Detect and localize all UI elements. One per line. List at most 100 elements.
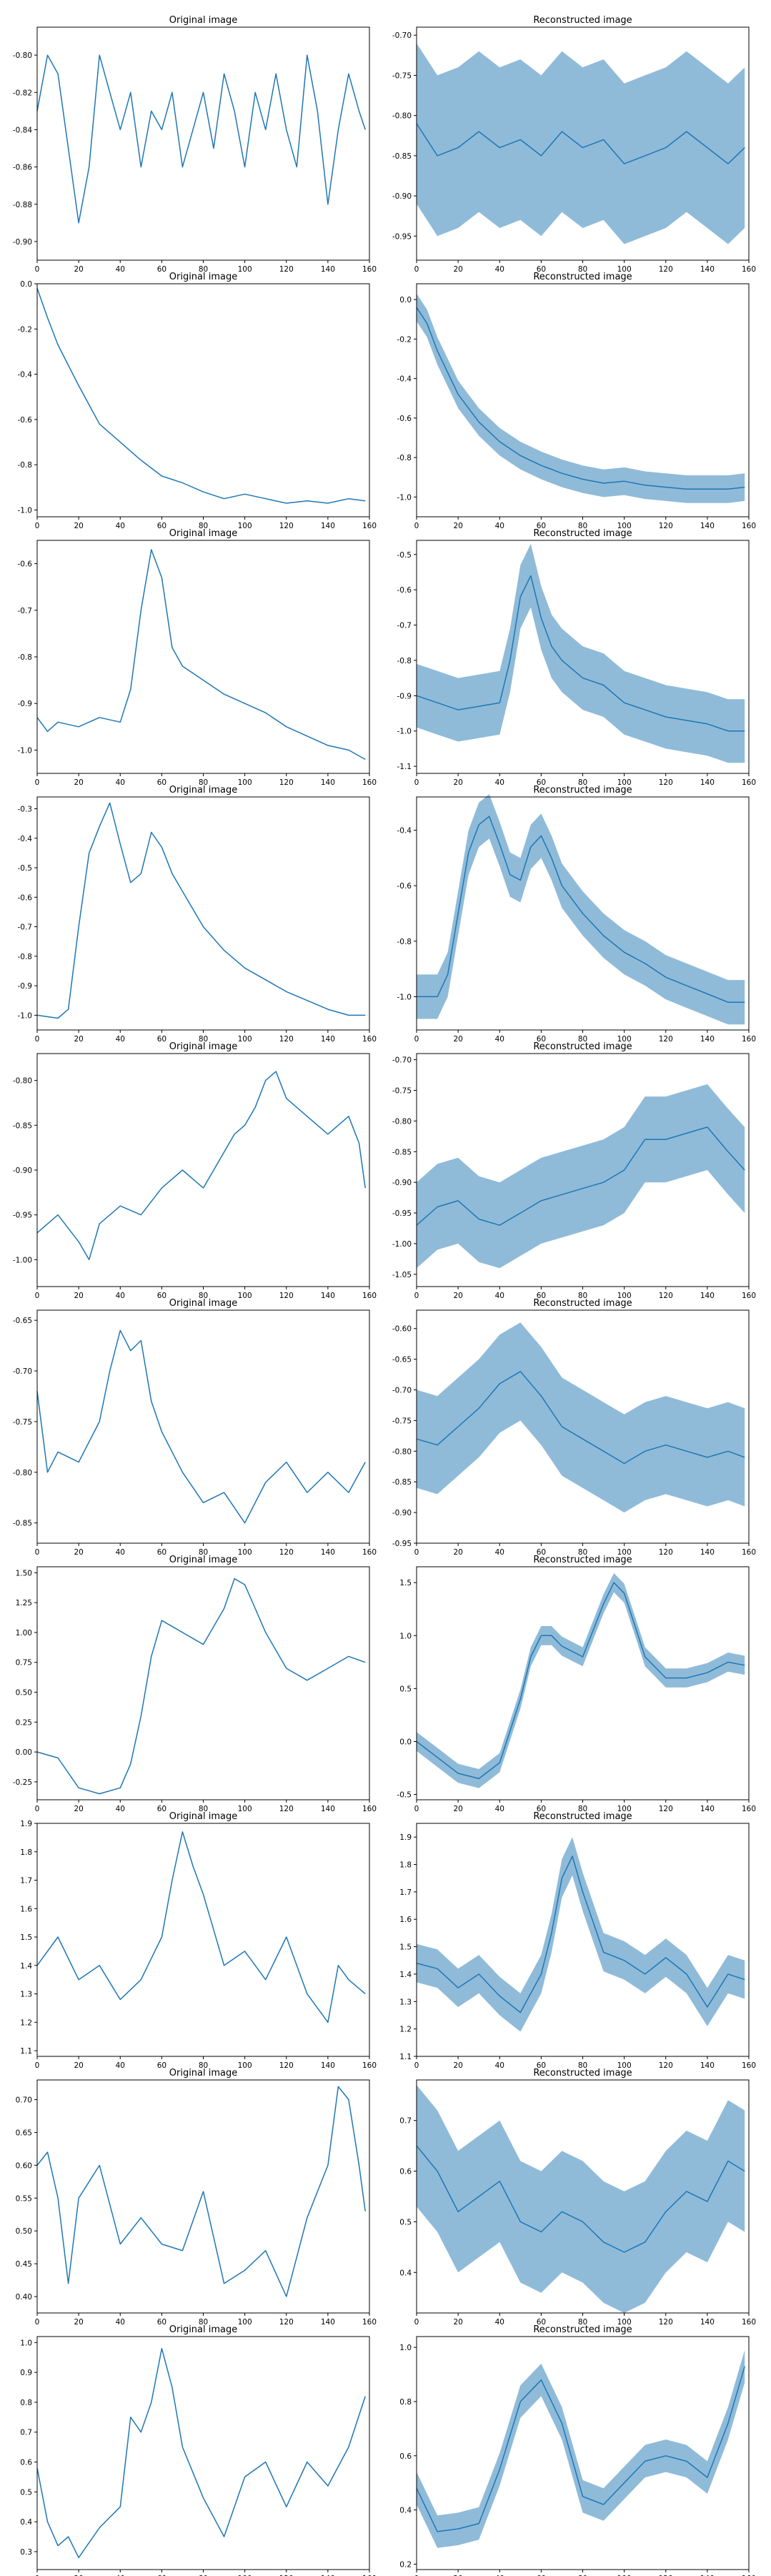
x-tick-label: 100	[238, 2061, 252, 2070]
x-tick-label: 160	[362, 1805, 377, 1813]
x-tick-label: 100	[617, 1548, 632, 1557]
x-tick-label: 20	[74, 265, 83, 274]
x-tick-label: 140	[321, 2061, 335, 2070]
x-tick-label: 60	[157, 522, 166, 530]
y-tick-label: 1.1	[20, 2047, 32, 2056]
x-tick-label: 160	[742, 2318, 756, 2327]
x-tick-label: 20	[453, 2575, 462, 2576]
chart-2: Reconstructed image 0 20 40 60 80 100 120 140 160…	[392, 15, 756, 274]
y-tick-label: -0.6	[18, 416, 33, 425]
x-tick-label: 0	[414, 2061, 419, 2070]
series-line	[36, 802, 366, 1019]
chart-3: Original image 0 20 40 60 80 100 120 140 160 0.0 -0…	[18, 272, 377, 530]
x-tick-label: 40	[116, 522, 125, 530]
x-tick-label: 60	[537, 1805, 546, 1813]
chart-title: Reconstructed image	[533, 15, 632, 26]
y-tick-label: -0.75	[13, 1418, 32, 1427]
x-tick-label: 160	[362, 778, 377, 787]
chart-title: Original image	[169, 785, 238, 796]
y-tick-label: -0.80	[392, 1447, 412, 1456]
x-tick-label: 100	[617, 522, 632, 530]
series-line	[416, 2145, 745, 2253]
y-tick-label: -0.90	[392, 1179, 412, 1187]
y-tick-label: -0.5	[397, 1791, 412, 1800]
x-tick-label: 40	[495, 2575, 504, 2576]
chart-title: Original image	[169, 2324, 238, 2335]
chart-title: Reconstructed image	[533, 1298, 632, 1309]
series-line	[36, 549, 366, 761]
x-tick-label: 20	[453, 778, 462, 787]
x-tick-label: 120	[659, 778, 673, 787]
x-tick-label: 160	[362, 2575, 377, 2576]
x-tick-label: 140	[700, 778, 715, 787]
x-tick-label: 100	[617, 1035, 632, 1044]
x-tick-label: 0	[35, 1805, 40, 1813]
y-tick-label: -0.60	[392, 1325, 412, 1334]
y-tick-label: -0.95	[392, 1540, 412, 1548]
y-tick-label: -0.95	[392, 1209, 412, 1218]
y-tick-label: -0.80	[13, 1469, 32, 1477]
x-tick-label: 40	[116, 1035, 125, 1044]
x-tick-label: 0	[35, 1292, 40, 1300]
y-tick-label: -0.8	[18, 953, 33, 961]
chart-6: Reconstructed image 0 20 40 60 80 100 120 140 160…	[397, 528, 757, 787]
chart-14: Reconstructed image 0 20 40 60 80 100 120 140 160…	[397, 1555, 757, 1813]
y-tick-label: 0.40	[16, 2293, 32, 2302]
x-tick-label: 160	[742, 522, 756, 530]
y-tick-label: -0.85	[13, 1121, 32, 1130]
x-tick-label: 0	[414, 1035, 419, 1044]
y-tick-label: -0.6	[397, 586, 412, 595]
chart-title: Original image	[169, 1555, 238, 1565]
y-tick-label: 0.55	[16, 2194, 32, 2203]
x-tick-label: 40	[495, 1805, 504, 1813]
chart-title: Reconstructed image	[533, 1555, 632, 1565]
y-tick-label: -0.95	[13, 1212, 32, 1220]
y-tick-label: 0.25	[16, 1718, 32, 1727]
x-tick-label: 100	[238, 2318, 252, 2327]
y-tick-label: 0.7	[20, 2429, 32, 2437]
y-tick-label: 1.4	[399, 1971, 412, 1979]
x-tick-label: 80	[578, 2061, 587, 2070]
chart-17: Original image 0 20 40 60 80 100 120 140 160 0.40 0…	[16, 2068, 377, 2327]
x-tick-label: 160	[742, 2575, 756, 2576]
y-tick-label: 0.6	[399, 2168, 412, 2176]
x-tick-label: 60	[157, 1035, 166, 1044]
chart-16: Reconstructed image 0 20 40 60 80 100 120 140 160…	[399, 1811, 756, 2070]
x-tick-label: 140	[700, 1805, 715, 1813]
x-tick-label: 80	[199, 1035, 208, 1044]
y-tick-label: -0.7	[18, 923, 33, 932]
uncertainty-band	[417, 2085, 745, 2313]
x-tick-label: 80	[199, 2575, 208, 2576]
x-tick-label: 160	[362, 522, 377, 530]
y-tick-label: -0.75	[392, 1086, 412, 1095]
x-tick-label: 40	[495, 778, 504, 787]
y-tick-label: -0.90	[13, 238, 32, 247]
uncertainty-band	[417, 2350, 745, 2548]
uncertainty-band	[417, 1084, 745, 1269]
y-tick-label: -1.0	[18, 746, 33, 755]
y-tick-label: 1.50	[16, 1569, 32, 1577]
x-tick-label: 80	[199, 778, 208, 787]
y-tick-label: 1.5	[399, 1943, 412, 1952]
x-tick-label: 160	[742, 1035, 756, 1044]
y-tick-label: 0.4	[399, 2507, 412, 2515]
x-tick-label: 120	[659, 265, 673, 274]
x-tick-label: 140	[700, 2575, 715, 2576]
chart-title: Reconstructed image	[533, 2068, 632, 2079]
x-tick-label: 160	[362, 2061, 377, 2070]
x-tick-label: 120	[659, 2061, 673, 2070]
y-tick-label: -1.00	[13, 1256, 32, 1264]
y-tick-label: 1.6	[399, 1916, 412, 1924]
chart-title: Original image	[169, 1298, 238, 1309]
chart-10: Reconstructed image 0 20 40 60 80 100 120 140 160…	[392, 1041, 756, 1300]
x-tick-label: 40	[116, 265, 125, 274]
x-tick-label: 60	[537, 1548, 546, 1557]
x-tick-label: 140	[321, 1548, 335, 1557]
y-tick-label: 0.7	[399, 2117, 412, 2126]
y-tick-label: -0.70	[392, 31, 412, 40]
y-tick-label: 1.3	[399, 1998, 412, 2006]
x-tick-label: 80	[578, 1548, 587, 1557]
series-line	[417, 816, 745, 1003]
y-tick-label: 1.7	[399, 1888, 412, 1897]
